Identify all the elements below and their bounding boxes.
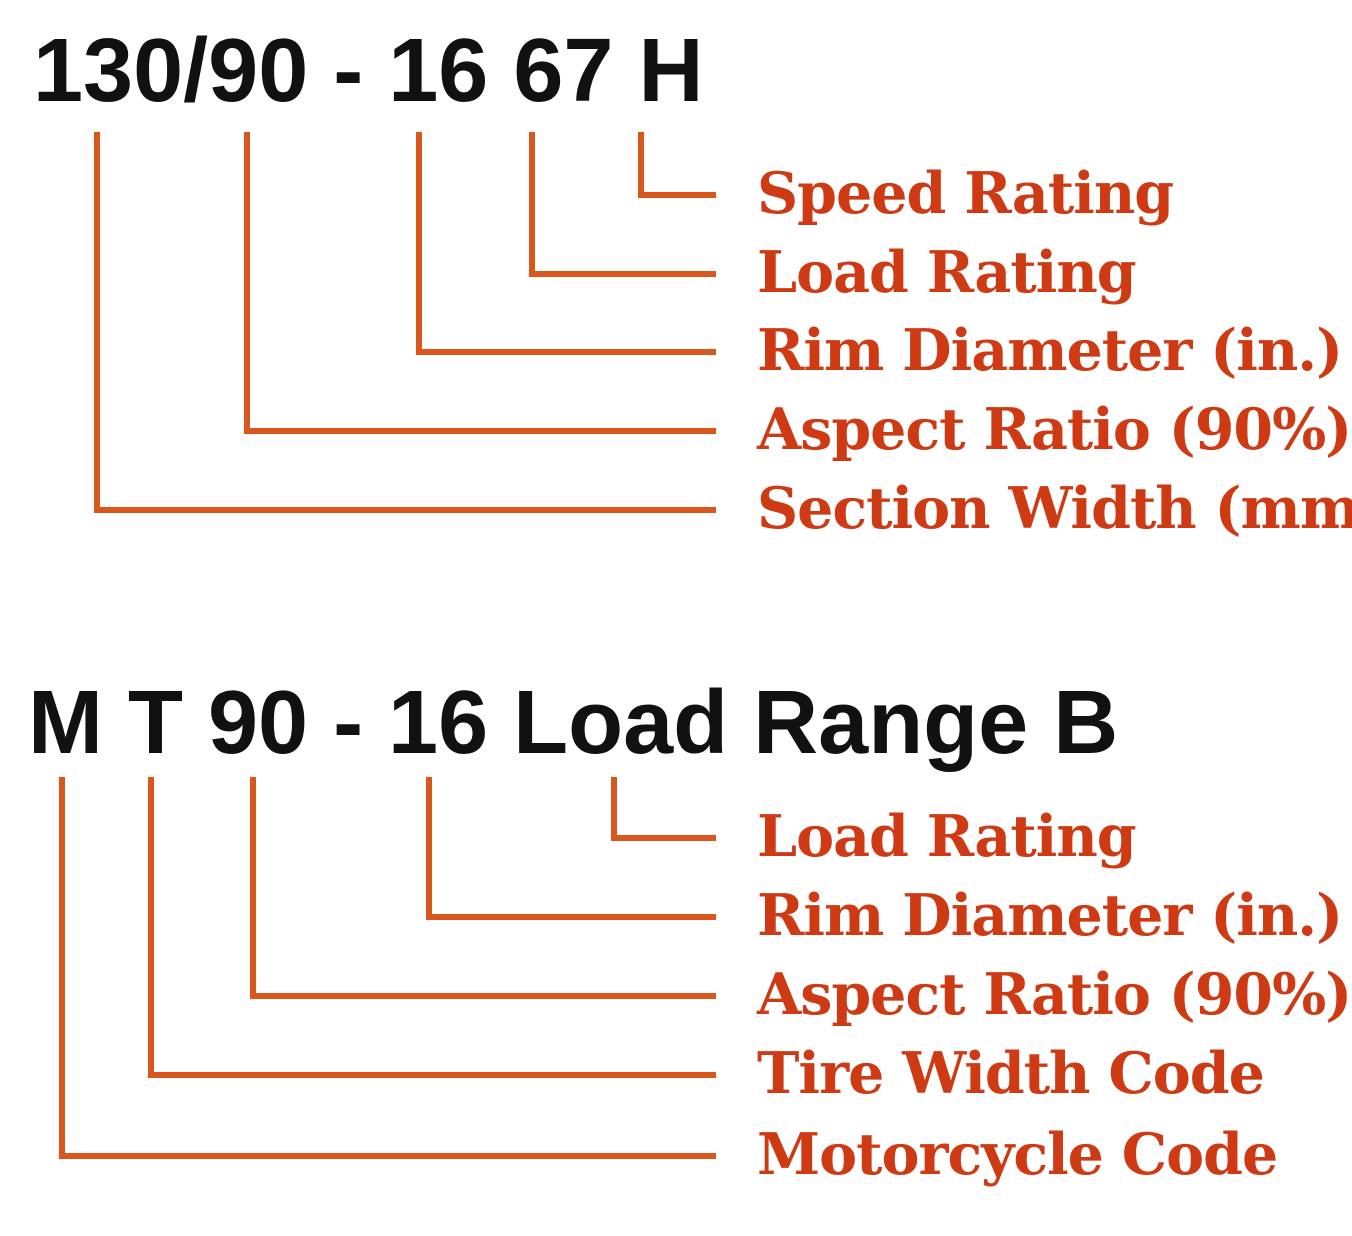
label-load-rating: Load Rating [757, 239, 1137, 307]
alpha-tire-size-heading: M T 90 - 16 Load Range B [28, 673, 1119, 773]
connector-speed-rating [638, 132, 716, 198]
metric-tire-size-heading: 130/90 - 16 67 H [33, 21, 704, 121]
connector-motorcycle-code [59, 777, 716, 1159]
connector-section-width [94, 132, 716, 513]
label-rim-diameter: Rim Diameter (in.) [757, 317, 1343, 385]
connector-rim-diameter-alpha [426, 777, 716, 920]
connector-tire-width-code [148, 777, 716, 1078]
label-rim-diameter-alpha: Rim Diameter (in.) [757, 882, 1343, 950]
label-aspect-ratio-alpha: Aspect Ratio (90%) [757, 961, 1352, 1029]
connector-aspect-ratio [244, 132, 716, 434]
label-speed-rating: Speed Rating [757, 160, 1174, 228]
connector-rim-diameter [416, 132, 716, 355]
connector-load-rating [529, 132, 716, 277]
label-section-width: Section Width (mm) [757, 475, 1352, 543]
label-motorcycle-code: Motorcycle Code [757, 1121, 1278, 1189]
label-aspect-ratio: Aspect Ratio (90%) [757, 396, 1352, 464]
connector-load-rating-alpha [611, 777, 716, 841]
connector-aspect-ratio-alpha [250, 777, 716, 999]
label-tire-width-code: Tire Width Code [757, 1040, 1265, 1108]
label-load-rating-alpha: Load Rating [757, 803, 1137, 871]
